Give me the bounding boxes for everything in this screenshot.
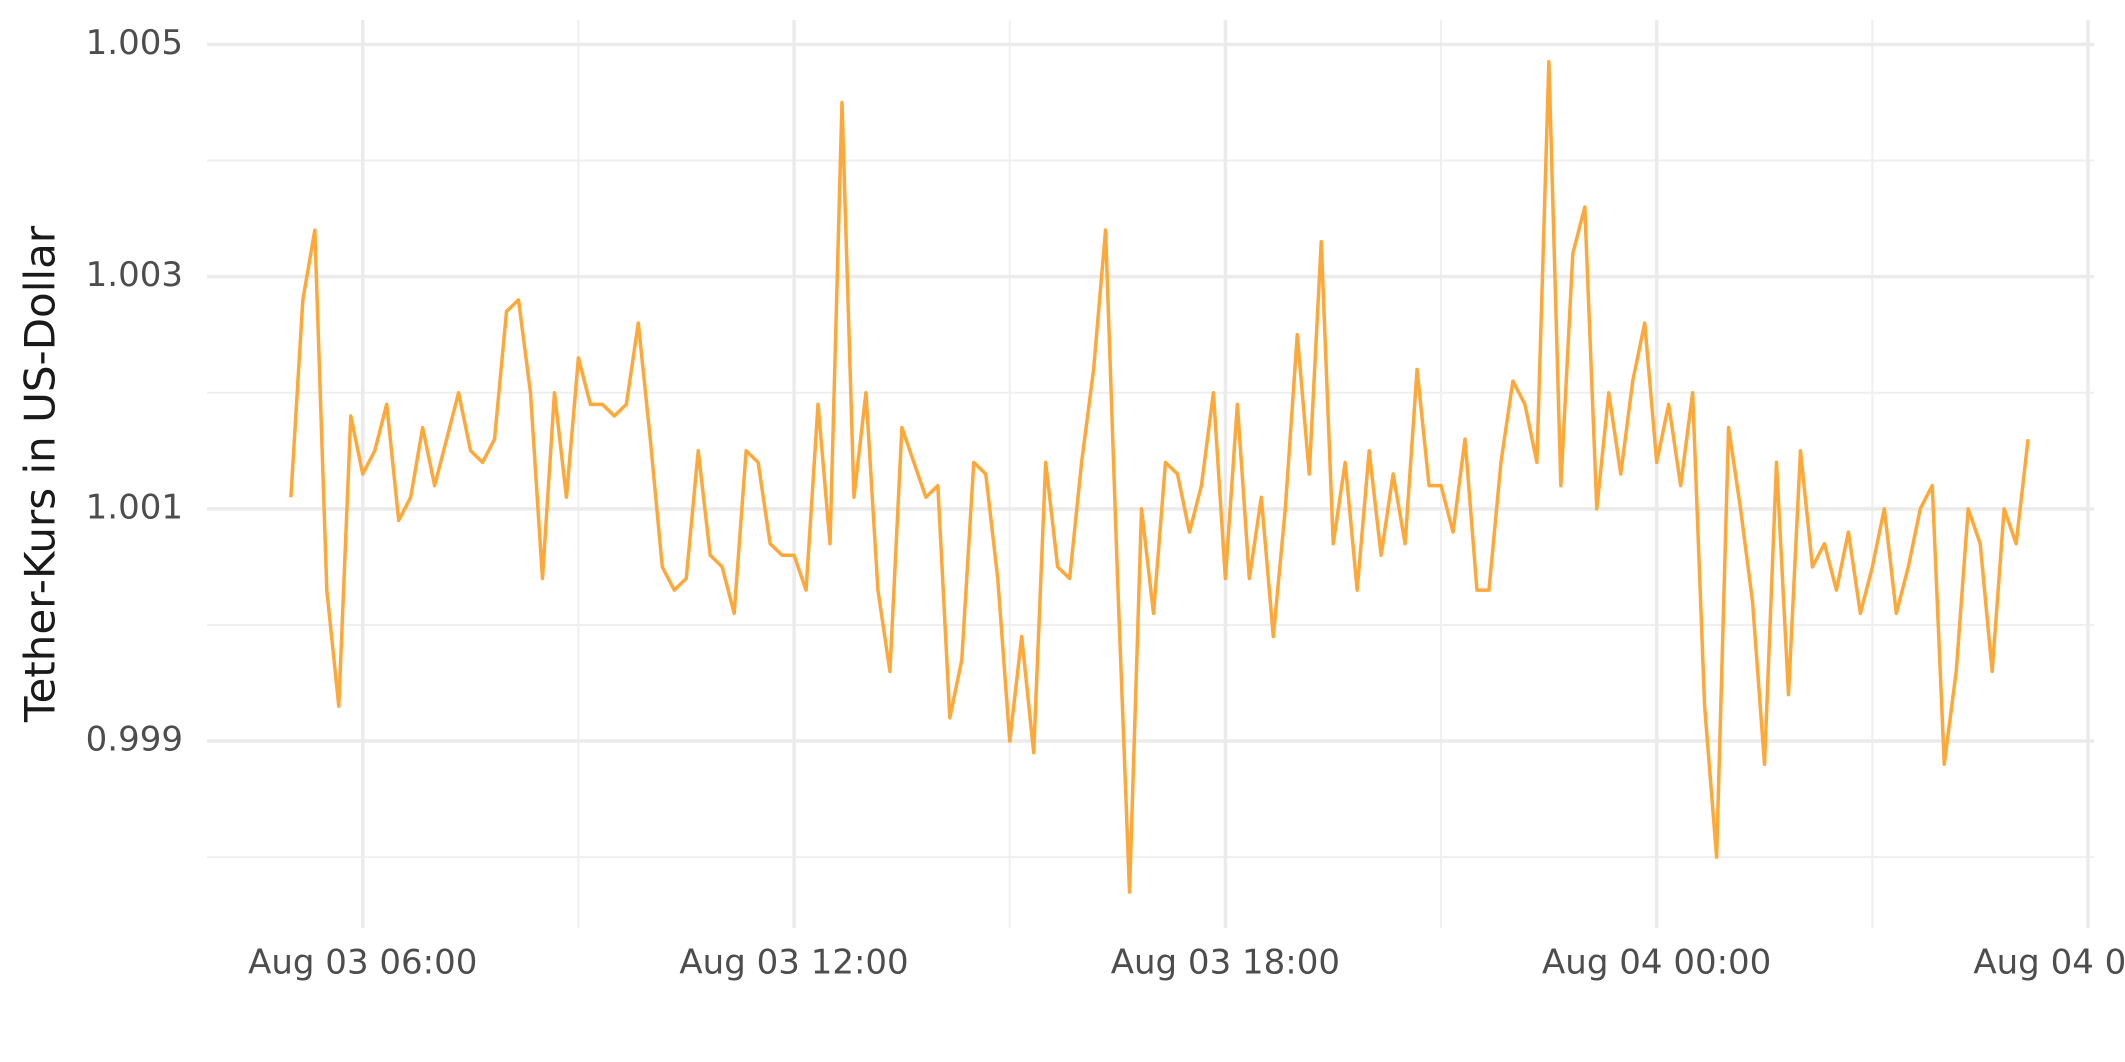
x-tick-label: Aug 04 00:00 [1542, 943, 1771, 983]
y-tick-label: 1.005 [86, 23, 183, 63]
x-tick-label: Aug 03 18:00 [1111, 943, 1340, 983]
y-tick-label: 1.001 [86, 487, 183, 527]
x-tick-label: Aug 03 06:00 [248, 943, 477, 983]
price-line [289, 60, 2030, 894]
y-tick-label: 0.999 [86, 720, 183, 760]
y-axis-title: Tether-Kurs in US-Dollar [16, 225, 65, 723]
y-tick-label: 1.003 [86, 255, 183, 295]
x-tick-label: Aug 04 06:00 [1973, 943, 2125, 983]
x-tick-label: Aug 03 12:00 [679, 943, 908, 983]
